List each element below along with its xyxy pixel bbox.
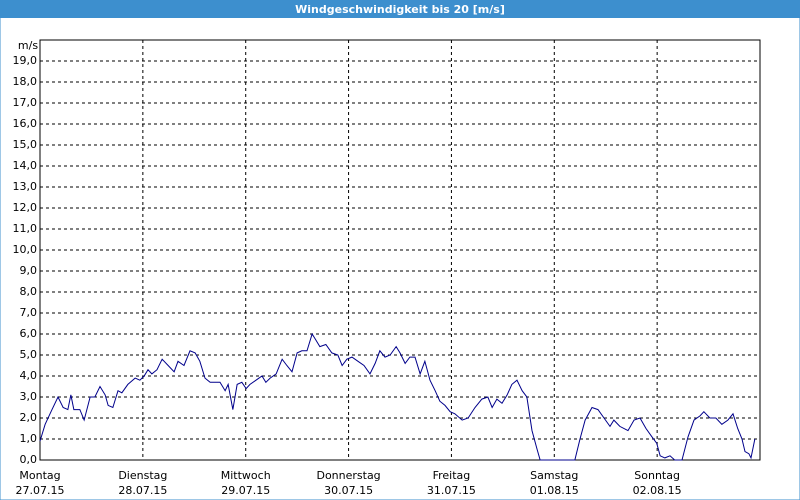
x-tick-label: Donnerstag (316, 469, 380, 482)
y-tick-label: 3,0 (20, 390, 38, 403)
x-tick-label: Sonntag (634, 469, 680, 482)
x-tick-date: 27.07.15 (16, 484, 65, 497)
y-tick-label: 12,0 (13, 201, 38, 214)
y-tick-label: 5,0 (20, 348, 38, 361)
chart-title: Windgeschwindigkeit bis 20 [m/s] (295, 3, 505, 16)
x-tick-label: Freitag (433, 469, 471, 482)
plot-frame (39, 39, 761, 461)
y-tick-label: 14,0 (13, 159, 38, 172)
y-tick-label: 2,0 (20, 411, 38, 424)
x-tick-date: 02.08.15 (633, 484, 682, 497)
y-tick-label: 11,0 (13, 222, 38, 235)
y-tick-label: 1,0 (20, 432, 38, 445)
x-tick-date: 28.07.15 (118, 484, 167, 497)
x-tick-label: Dienstag (118, 469, 167, 482)
y-unit: m/s (18, 39, 38, 52)
wind-line (39, 332, 756, 461)
x-tick-date: 31.07.15 (427, 484, 476, 497)
x-tick-label: Samstag (530, 469, 578, 482)
y-tick-label: 0,0 (20, 453, 38, 466)
title-bar (0, 0, 800, 18)
y-tick-label: 10,0 (13, 243, 38, 256)
y-tick-label: 4,0 (20, 369, 38, 382)
y-tick-label: 18,0 (13, 75, 38, 88)
y-tick-label: 15,0 (13, 138, 38, 151)
y-tick-label: 7,0 (20, 306, 38, 319)
y-tick-label: 17,0 (13, 96, 38, 109)
x-tick-label: Mittwoch (221, 469, 271, 482)
y-tick-label: 6,0 (20, 327, 38, 340)
x-tick-date: 29.07.15 (221, 484, 270, 497)
x-tick-date: 30.07.15 (324, 484, 373, 497)
y-tick-label: 13,0 (13, 180, 38, 193)
y-tick-label: 9,0 (20, 264, 38, 277)
y-tick-label: 8,0 (20, 285, 38, 298)
y-tick-label: 16,0 (13, 117, 38, 130)
x-tick-label: Montag (19, 469, 60, 482)
y-tick-label: 19,0 (13, 54, 38, 67)
x-tick-date: 01.08.15 (530, 484, 579, 497)
